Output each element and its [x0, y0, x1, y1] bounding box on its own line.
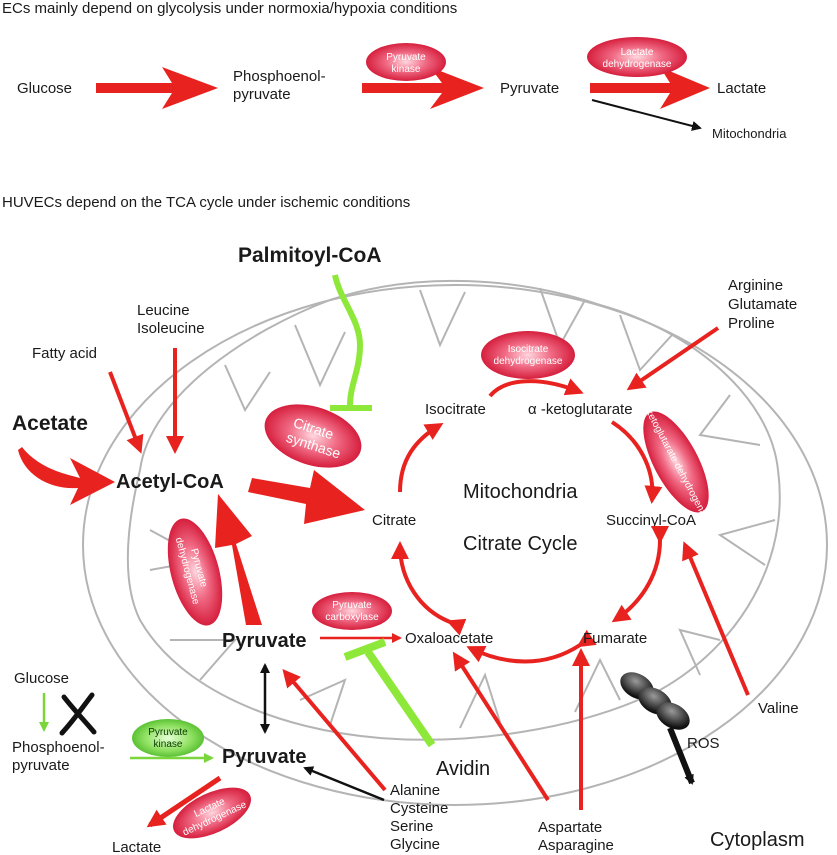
arrow-ros: [667, 726, 695, 785]
aspartate-label: Aspartate: [538, 819, 602, 836]
pc-enzyme: [312, 592, 392, 630]
arrow-aminoacids-pyruvate-cyto: [303, 766, 385, 802]
glutamate-label: Glutamate: [728, 296, 797, 313]
citrate-cycle-label: Citrate Cycle: [463, 533, 577, 555]
pyruvate-mito-label: Pyruvate: [222, 630, 307, 652]
arrow-citrate-isocitrate: [398, 422, 444, 493]
arrow-oaa-citrate: [391, 541, 467, 636]
leucine-label: Leucine: [137, 302, 190, 319]
s1-arrow-glucose-pep: [96, 67, 218, 109]
cyto-pk-label-2: kinase: [154, 739, 183, 750]
s1-pk-label-2: kinase: [392, 64, 421, 75]
akgdh-enzyme: [643, 411, 709, 513]
arrow-aspartate-oaa: [452, 651, 550, 802]
s1-arrow-to-mitochondria: [591, 99, 702, 131]
s1-pyruvate-kinase-enzyme: [366, 43, 446, 81]
s1-ldh-label-1: Lactate: [621, 47, 654, 58]
arginine-label: Arginine: [728, 277, 783, 294]
s1-mitochondria-label: Mitochondria: [712, 126, 787, 141]
s1-pep-label-2: pyruvate: [233, 86, 291, 103]
cyto-glucose-label: Glucose: [14, 670, 69, 687]
arrow-valine-succinylcoa: [682, 541, 750, 696]
palmitoyl-coa-label: Palmitoyl-CoA: [238, 244, 382, 267]
inhibition-cross-icon: [59, 692, 97, 736]
cyto-pk-enzyme: [132, 719, 204, 757]
citrate-synthase-enzyme: [264, 404, 362, 468]
avidin-inhibition-bar: [343, 638, 387, 661]
avidin-inhibition-line: [364, 649, 436, 748]
s1-glucose-label: Glucose: [17, 80, 72, 97]
glycine-label: Glycine: [390, 836, 440, 853]
s1-pep-label-1: Phosphoenol-: [233, 68, 326, 85]
s1-arrow-pyruvate-lactate: [590, 67, 710, 109]
arrow-fumarate-oaa: [466, 629, 597, 664]
akg-label: α -ketoglutarate: [528, 401, 633, 418]
serine-label: Serine: [390, 818, 433, 835]
oxaloacetate-label: Oxaloacetate: [405, 630, 493, 647]
arrow-acetylcoa-citrate: [248, 470, 365, 524]
alanine-label: Alanine: [390, 782, 440, 799]
fatty-acid-label: Fatty acid: [32, 345, 97, 362]
arrow-akg-succinylcoa: [610, 420, 663, 504]
cyto-pk-label-1: Pyruvate: [148, 727, 188, 738]
s1-arrow-pep-pyruvate: [362, 67, 484, 109]
arrow-aminoacids-pyruvate-mito: [282, 668, 387, 792]
palmitoyl-inhibition-line: [332, 274, 364, 406]
asparagine-label: Asparagine: [538, 837, 614, 854]
arrow-isocitrate-akg: [488, 378, 584, 398]
ros-label: ROS: [687, 735, 720, 752]
s1-pyruvate-label: Pyruvate: [500, 80, 559, 97]
avidin-label: Avidin: [436, 758, 490, 780]
valine-label: Valine: [758, 700, 799, 717]
s1-ldh-label-2: dehydrogenase: [603, 59, 672, 70]
pyruvate-cyto-label: Pyruvate: [222, 746, 307, 768]
cyto-ldh-enzyme: [173, 787, 251, 839]
succinyl-coa-label: Succinyl-CoA: [606, 512, 696, 529]
isocitrate-label: Isocitrate: [425, 401, 486, 418]
pdh-enzyme: [167, 518, 223, 626]
s1-lactate-label: Lactate: [717, 80, 766, 97]
s1-pk-label-1: Pyruvate: [386, 52, 426, 63]
arrow-arginine-akg: [626, 326, 720, 391]
cysteine-label: Cysteine: [390, 800, 448, 817]
pc-label-2: carboxylase: [325, 612, 379, 623]
section1-title: ECs mainly depend on glycolysis under no…: [2, 0, 457, 17]
acetate-label: Acetate: [12, 412, 88, 435]
pc-label-1: Pyruvate: [332, 600, 372, 611]
ros-particles-icon: [620, 672, 690, 730]
section2-title: HUVECs depend on the TCA cycle under isc…: [2, 194, 410, 211]
idh-label-2: dehydrogenase: [494, 356, 563, 367]
cyto-pep-label-2: pyruvate: [12, 757, 70, 774]
proline-label: Proline: [728, 315, 775, 332]
idh-label-1: Isocitrate: [508, 344, 549, 355]
arrow-fattyacid-acetylcoa: [108, 371, 144, 454]
acetyl-coa-label: Acetyl-CoA: [116, 471, 224, 493]
fumarate-label: Fumarate: [583, 630, 647, 647]
s1-ldh-enzyme: [587, 37, 687, 77]
mitochondria-label: Mitochondria: [463, 481, 578, 503]
cytoplasm-label: Cytoplasm: [710, 829, 804, 851]
cyto-pep-label-1: Phosphoenol-: [12, 739, 105, 756]
akgdh-label: α -ketoglutarate dehydrogenase: [638, 397, 714, 527]
arrow-pyruvate-acetylcoa: [215, 494, 262, 625]
arrow-pyruvate-lactate-cyto: [146, 775, 222, 828]
arrow-succinyl-fumarate: [611, 525, 670, 623]
arrow-acetate-acetylcoa: [18, 447, 115, 505]
citrate-label: Citrate: [372, 512, 416, 529]
isoleucine-label: Isoleucine: [137, 320, 205, 337]
cyto-lactate-label: Lactate: [112, 839, 161, 855]
idh-enzyme: [481, 331, 575, 379]
